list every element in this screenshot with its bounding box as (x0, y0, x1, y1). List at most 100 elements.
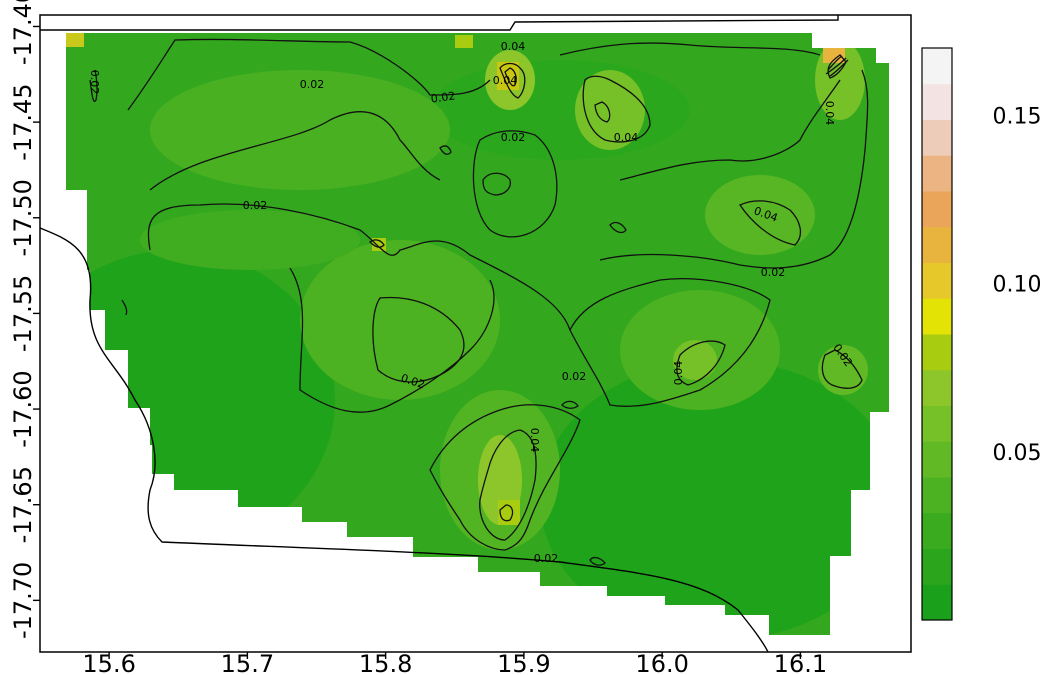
contour-line (127, 38, 491, 111)
legend-frame (921, 47, 953, 621)
contour-line (504, 67, 517, 87)
plot-frame (39, 14, 912, 653)
raster-zone (66, 250, 335, 550)
contour-line (594, 101, 611, 123)
contour-line (569, 278, 771, 407)
contour-lines (89, 38, 869, 566)
contour-label: 0.04 (672, 361, 685, 386)
y-tick-label: -17.50 (9, 179, 37, 256)
contour-line (619, 79, 841, 181)
raster-zone (150, 70, 450, 190)
contour-line (289, 267, 495, 413)
raster-hotspot (455, 35, 473, 48)
raster-zone (818, 345, 868, 395)
contour-line (676, 340, 726, 386)
legend-color-step (922, 334, 952, 371)
contour-line (589, 556, 606, 566)
contour-label: 0.02 (88, 70, 101, 95)
contour-label: 0.02 (534, 552, 559, 565)
raster-zone (140, 210, 360, 270)
legend-color-step (922, 512, 952, 549)
x-tick-label: 16.0 (635, 650, 688, 675)
contour-label: 0.02 (501, 131, 526, 144)
contour-label: 0.04 (614, 131, 639, 144)
contour-label: 0.02 (562, 370, 587, 383)
y-axis: -17.40 -17.45 -17.50 -17.55 -17.60 -17.65 -17.… (9, 0, 40, 639)
y-tick-label: -17.65 (9, 466, 37, 543)
contour-line (482, 172, 511, 196)
raster-hotspot (497, 62, 519, 90)
x-tick-label: 15.6 (82, 650, 135, 675)
y-tick-label: -17.55 (9, 275, 37, 352)
raster-zone (540, 360, 889, 635)
contour-line (821, 349, 863, 389)
legend-tick-label: 0.10 (993, 273, 1042, 298)
legend-color-step (922, 191, 952, 228)
contour-label: 0.02 (761, 266, 786, 279)
contour-line (609, 221, 627, 234)
legend-color-step (922, 262, 952, 299)
contour-label: 0.02 (300, 78, 325, 91)
raster-hotspot (498, 500, 520, 525)
raster-layer (66, 33, 889, 635)
boundary-line-west (39, 227, 769, 653)
y-tick-label: -17.40 (9, 0, 37, 65)
legend-tick-label: 0.05 (993, 441, 1042, 466)
contour-label: 0.04 (528, 428, 541, 453)
legend-color-step (922, 298, 952, 335)
contour-line (559, 42, 821, 56)
contour-line (369, 239, 385, 248)
raster-zone (705, 175, 815, 255)
legend-color-step (922, 405, 952, 442)
contour-line (499, 62, 526, 99)
contour-line (825, 55, 849, 77)
boundary-lines (39, 15, 839, 653)
legend-color-step (922, 226, 952, 263)
contour-line (599, 69, 869, 269)
legend-color-step (922, 83, 952, 120)
contour-label: 0.04 (501, 40, 526, 53)
legend-color-step (922, 119, 952, 156)
contour-line (479, 429, 537, 541)
legend-tick-label: 0.15 (993, 104, 1042, 129)
contour-label: 0.04 (493, 74, 518, 87)
contour-label: 0.02 (243, 199, 268, 212)
contour-line (372, 296, 465, 383)
raster-zone (300, 240, 500, 400)
legend-color-step (922, 48, 952, 85)
raster-zone (673, 340, 717, 380)
legend-color-step (922, 155, 952, 192)
x-tick-label: 15.7 (221, 650, 274, 675)
contour-line (827, 54, 847, 79)
contour-line (149, 111, 441, 191)
y-tick-label: -17.60 (9, 370, 37, 447)
legend-color-step (922, 548, 952, 585)
legend-color-step (922, 477, 952, 514)
contour-line (429, 404, 581, 551)
contour-line (739, 200, 802, 246)
contour-line (582, 75, 651, 143)
raster-hotspot (372, 238, 386, 251)
raster-hotspot (66, 33, 84, 47)
x-tick-label: 15.9 (497, 650, 550, 675)
color-legend: 0.05 0.10 0.15 (921, 47, 1042, 621)
contour-line (439, 145, 452, 155)
contour-label: 0.02 (430, 89, 456, 105)
x-axis: 15.6 15.7 15.8 15.9 16.0 16.1 (82, 650, 827, 675)
legend-color-step (922, 441, 952, 478)
contour-line (561, 400, 579, 409)
contour-line (499, 504, 514, 522)
contour-line (472, 130, 558, 238)
contour-line (89, 69, 98, 102)
legend-color-step (922, 369, 952, 406)
y-tick-label: -17.70 (9, 562, 37, 639)
boundary-line-north (40, 15, 839, 31)
contour-label: 0.04 (823, 101, 836, 126)
y-tick-label: -17.45 (9, 83, 37, 160)
legend-color-step (922, 584, 952, 621)
contour-line (147, 203, 571, 331)
contour-line (121, 299, 128, 316)
raster-zone (430, 60, 690, 160)
x-tick-label: 16.1 (774, 650, 827, 675)
